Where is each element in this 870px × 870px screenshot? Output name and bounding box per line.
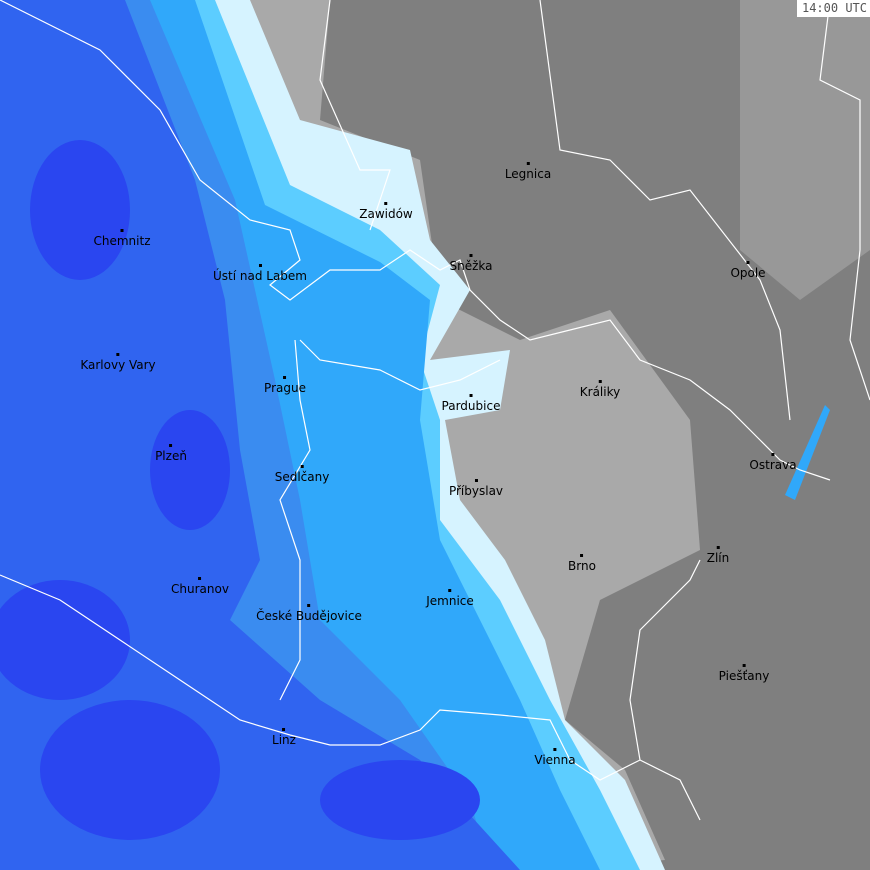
- city-dot-icon: [120, 229, 124, 232]
- city-marker: Příbyslav: [449, 479, 503, 498]
- timestamp-label: 14:00 UTC: [796, 0, 870, 17]
- city-marker: Chemnitz: [94, 229, 151, 248]
- city-dot-icon: [300, 465, 304, 468]
- city-marker: Sněžka: [450, 254, 493, 273]
- city-label: Churanov: [171, 582, 229, 596]
- city-marker: Vienna: [534, 748, 576, 767]
- city-marker: Churanov: [171, 577, 229, 596]
- city-label: Vienna: [534, 753, 576, 767]
- city-label: Karlovy Vary: [80, 358, 156, 372]
- border-pl-de: [319, 0, 391, 231]
- border-river: [299, 339, 501, 391]
- city-dot-icon: [258, 264, 262, 267]
- city-label: Sedlčany: [274, 470, 330, 484]
- city-dot-icon: [598, 380, 602, 383]
- city-marker: Pardubice: [441, 394, 501, 413]
- city-label: Plzeň: [155, 449, 187, 463]
- city-marker: Karlovy Vary: [80, 353, 156, 372]
- city-marker: Sedlčany: [274, 465, 330, 484]
- city-dot-icon: [384, 202, 388, 205]
- city-label: Piešťany: [718, 669, 770, 683]
- city-label: Příbyslav: [448, 484, 504, 498]
- city-marker: Zlín: [706, 546, 730, 565]
- city-label: Jemnice: [426, 594, 474, 608]
- borders: [0, 0, 870, 821]
- city-marker: Králiky: [580, 380, 620, 399]
- border-cz-south: [0, 574, 701, 821]
- city-marker: Prague: [264, 376, 306, 395]
- border-regional: [279, 339, 311, 701]
- city-dot-icon: [580, 554, 584, 557]
- border-sk: [629, 559, 701, 761]
- heavy-precip-cells: [0, 140, 480, 840]
- city-dot-icon: [742, 664, 746, 667]
- city-label: Pardubice: [441, 399, 501, 413]
- city-dot-icon: [746, 261, 750, 264]
- city-label: České Budějovice: [256, 609, 362, 623]
- border-eastern: [539, 0, 791, 421]
- city-label: Brno: [568, 559, 596, 573]
- city-dot-icon: [526, 162, 530, 165]
- city-dot-icon: [716, 546, 720, 549]
- light-gray-zone-east: [740, 0, 870, 300]
- city-label: Legnica: [504, 167, 552, 181]
- city-marker: Plzeň: [155, 444, 187, 463]
- city-marker: Jemnice: [426, 589, 474, 608]
- city-label: Chemnitz: [93, 234, 151, 248]
- city-label: Ústí nad Labem: [212, 269, 308, 283]
- city-label: Zawidów: [359, 207, 413, 221]
- city-dot-icon: [116, 353, 120, 356]
- city-dot-icon: [307, 604, 311, 607]
- city-dot-icon: [282, 728, 286, 731]
- city-label: Linz: [272, 733, 296, 747]
- city-marker: Brno: [568, 554, 596, 573]
- city-label: Opole: [730, 266, 766, 280]
- city-dot-icon: [169, 444, 173, 447]
- city-dot-icon: [448, 589, 452, 592]
- city-dot-icon: [469, 394, 473, 397]
- city-dot-icon: [553, 748, 557, 751]
- city-label: Králiky: [579, 385, 621, 399]
- city-marker: Opole: [730, 261, 766, 280]
- city-label: Zlín: [706, 551, 730, 565]
- city-marker: České Budějovice: [256, 604, 362, 623]
- city-label: Ostrava: [749, 458, 797, 472]
- city-dot-icon: [771, 453, 775, 456]
- city-marker: Zawidów: [359, 202, 413, 221]
- city-dot-icon: [283, 376, 287, 379]
- city-dot-icon: [198, 577, 202, 580]
- ostrava-streak: [785, 405, 830, 500]
- border-pl-east: [819, 0, 870, 401]
- deep-blue-zone: [0, 0, 520, 870]
- city-label: Sněžka: [449, 259, 493, 273]
- city-marker: Linz: [272, 728, 296, 747]
- city-label: Prague: [264, 381, 306, 395]
- city-marker: Legnica: [505, 162, 551, 181]
- city-marker: Piešťany: [718, 664, 770, 683]
- border-cz-north: [0, 0, 831, 481]
- city-dot-icon: [469, 254, 473, 257]
- city-dot-icon: [474, 479, 478, 482]
- city-marker: Ostrava: [749, 453, 797, 472]
- city-marker: Ústí nad Labem: [213, 264, 307, 283]
